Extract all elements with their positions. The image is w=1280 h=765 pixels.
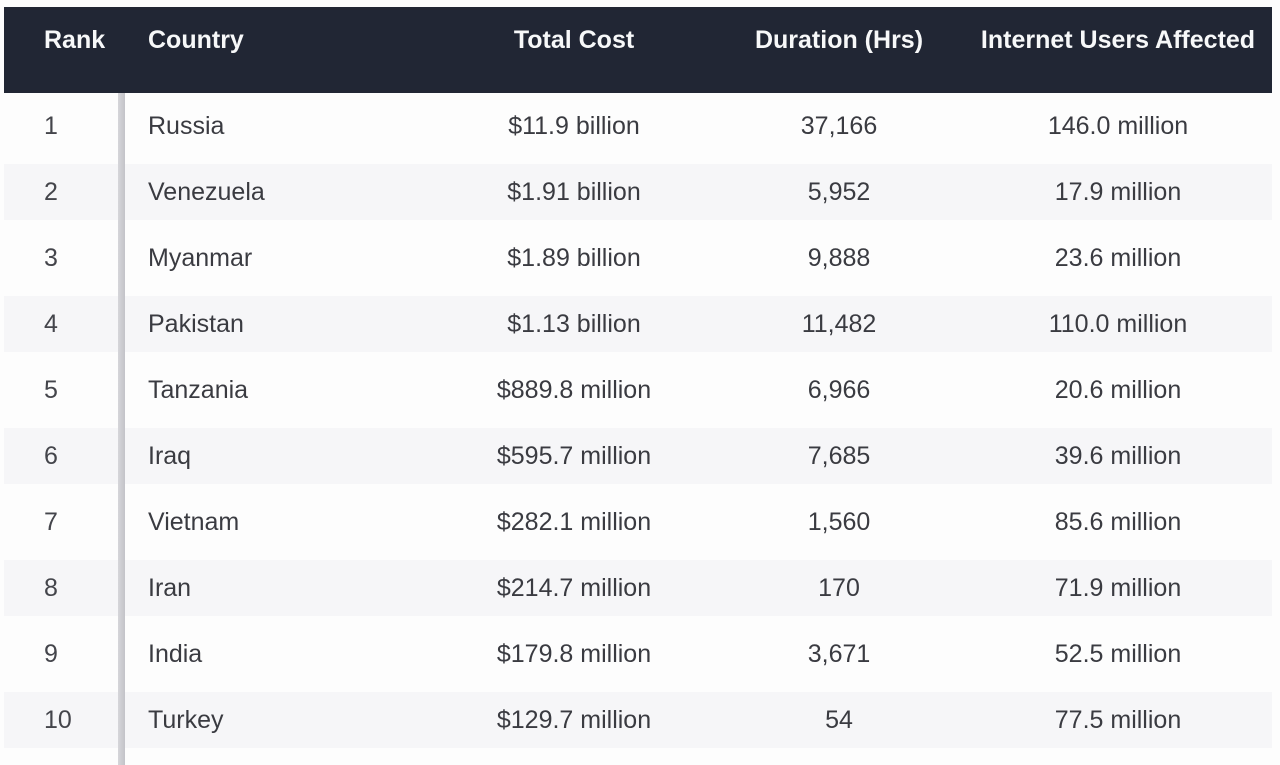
rank-column-divider xyxy=(118,93,125,765)
duration-cell: 54 xyxy=(825,705,853,734)
total-cost-cell: $595.7 million xyxy=(496,441,652,470)
table-row: 10 Turkey $129.7 million 54 77.5 million xyxy=(4,687,1272,753)
data-table: Rank Country Total Cost Duration (Hrs) I… xyxy=(4,7,1272,753)
users-affected-cell: 20.6 million xyxy=(1054,375,1182,404)
table-header-row: Rank Country Total Cost Duration (Hrs) I… xyxy=(4,7,1272,93)
rank-cell: 1 xyxy=(44,111,58,140)
duration-cell: 170 xyxy=(818,573,860,602)
table-row: 1 Russia $11.9 billion 37,166 146.0 mill… xyxy=(4,93,1272,159)
duration-cell: 37,166 xyxy=(800,111,878,140)
total-cost-cell: $282.1 million xyxy=(496,507,652,536)
table-row: 9 India $179.8 million 3,671 52.5 millio… xyxy=(4,621,1272,687)
duration-cell: 6,966 xyxy=(807,375,871,404)
total-cost-cell: $129.7 million xyxy=(496,705,652,734)
rank-cell: 7 xyxy=(44,507,58,536)
country-cell: Venezuela xyxy=(148,177,265,206)
table-row: 3 Myanmar $1.89 billion 9,888 23.6 milli… xyxy=(4,225,1272,291)
users-affected-cell: 39.6 million xyxy=(1054,441,1182,470)
table-row: 5 Tanzania $889.8 million 6,966 20.6 mil… xyxy=(4,357,1272,423)
users-affected-cell: 77.5 million xyxy=(1054,705,1182,734)
total-cost-cell: $179.8 million xyxy=(496,639,652,668)
total-cost-cell: $1.13 billion xyxy=(507,309,641,338)
duration-cell: 11,482 xyxy=(801,309,877,338)
users-affected-cell: 52.5 million xyxy=(1054,639,1182,668)
country-cell: Russia xyxy=(148,111,225,140)
country-cell: Tanzania xyxy=(148,375,249,404)
users-affected-cell: 71.9 million xyxy=(1054,573,1182,602)
users-affected-cell: 110.0 million xyxy=(1048,309,1188,338)
duration-cell: 1,560 xyxy=(807,507,871,536)
column-header-total-cost: Total Cost xyxy=(513,26,635,54)
column-header-country: Country xyxy=(148,26,244,54)
rank-cell: 8 xyxy=(44,573,58,602)
rank-cell: 6 xyxy=(44,441,58,470)
column-header-internet-users-affected: Internet Users Affected xyxy=(980,26,1256,54)
table-row: 8 Iran $214.7 million 170 71.9 million xyxy=(4,555,1272,621)
total-cost-cell: $11.9 billion xyxy=(508,111,640,140)
country-cell: Myanmar xyxy=(148,243,253,272)
table-row: 6 Iraq $595.7 million 7,685 39.6 million xyxy=(4,423,1272,489)
duration-cell: 9,888 xyxy=(807,243,871,272)
country-cell: Turkey xyxy=(148,705,224,734)
duration-cell: 7,685 xyxy=(807,441,871,470)
table-body: 1 Russia $11.9 billion 37,166 146.0 mill… xyxy=(4,93,1272,753)
country-cell: Vietnam xyxy=(148,507,240,536)
users-affected-cell: 85.6 million xyxy=(1054,507,1182,536)
rank-cell: 2 xyxy=(44,177,58,206)
users-affected-cell: 17.9 million xyxy=(1054,177,1182,206)
duration-cell: 3,671 xyxy=(807,639,871,668)
rank-cell: 4 xyxy=(44,309,58,338)
duration-cell: 5,952 xyxy=(807,177,871,206)
total-cost-cell: $1.89 billion xyxy=(507,243,641,272)
total-cost-cell: $889.8 million xyxy=(496,375,652,404)
country-cell: Pakistan xyxy=(148,309,244,338)
total-cost-cell: $1.91 billion xyxy=(507,177,641,206)
total-cost-cell: $214.7 million xyxy=(496,573,652,602)
country-cell: India xyxy=(148,639,203,668)
users-affected-cell: 146.0 million xyxy=(1047,111,1189,140)
table-row: 4 Pakistan $1.13 billion 11,482 110.0 mi… xyxy=(4,291,1272,357)
rank-cell: 10 xyxy=(44,705,72,734)
country-cell: Iran xyxy=(148,573,192,602)
table-row: 2 Venezuela $1.91 billion 5,952 17.9 mil… xyxy=(4,159,1272,225)
column-header-duration-hrs: Duration (Hrs) xyxy=(754,26,924,54)
rank-cell: 5 xyxy=(44,375,58,404)
table-row: 7 Vietnam $282.1 million 1,560 85.6 mill… xyxy=(4,489,1272,555)
rank-cell: 9 xyxy=(44,639,58,668)
country-cell: Iraq xyxy=(148,441,192,470)
column-header-rank: Rank xyxy=(44,26,106,54)
rank-cell: 3 xyxy=(44,243,58,272)
users-affected-cell: 23.6 million xyxy=(1054,243,1182,272)
